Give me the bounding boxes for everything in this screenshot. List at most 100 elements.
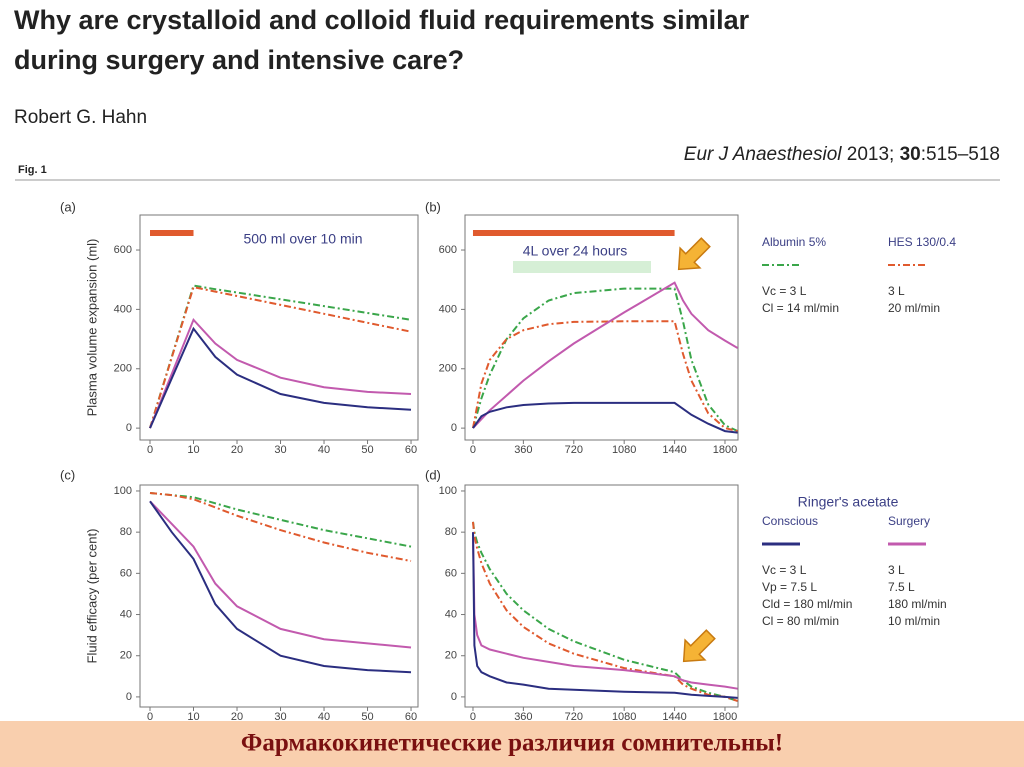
- legend-name: HES 130/0.4: [888, 235, 956, 249]
- legend: Albumin 5% Vc = 3 L Cl = 14 ml/min HES 130/…: [762, 235, 956, 628]
- y-tick-label: 60: [445, 567, 457, 579]
- legend-param: Vc = 3 L: [762, 284, 807, 298]
- x-tick-label: 60: [405, 711, 417, 723]
- footer-bar: [0, 721, 1024, 767]
- series-line: [472, 287, 738, 433]
- y-tick-label: 600: [439, 244, 457, 256]
- x-tick-label: 1080: [612, 444, 636, 456]
- x-tick-label: 30: [274, 444, 286, 456]
- year: 2013;: [847, 144, 895, 165]
- volume: 30: [900, 144, 921, 165]
- x-tick-label: 60: [405, 444, 417, 456]
- y-axis-label: Plasma volume expansion (ml): [84, 239, 99, 417]
- legend-param: 180 ml/min: [888, 597, 947, 611]
- x-tick-label: 360: [514, 444, 532, 456]
- y-tick-label: 200: [114, 363, 132, 375]
- x-tick-label: 720: [565, 444, 583, 456]
- x-tick-label: 0: [147, 444, 153, 456]
- panel-label: (b): [425, 199, 441, 214]
- y-tick-label: 80: [445, 526, 457, 538]
- panel-label: (c): [60, 467, 75, 482]
- x-tick-label: 40: [318, 711, 330, 723]
- x-tick-label: 50: [361, 444, 373, 456]
- x-tick-label: 20: [231, 444, 243, 456]
- series-line: [472, 532, 738, 690]
- legend-param: 7.5 L: [888, 580, 915, 594]
- y-tick-label: 80: [120, 526, 132, 538]
- y-tick-label: 200: [439, 363, 457, 375]
- x-tick-label: 360: [514, 711, 532, 723]
- x-tick-label: 1080: [612, 711, 636, 723]
- citation: Eur J Anaesthesiol 2013; 30:515–518: [684, 144, 1000, 165]
- y-tick-label: 400: [439, 303, 457, 315]
- plot-frame: [139, 214, 419, 441]
- series-line: [149, 317, 412, 429]
- x-tick-label: 30: [274, 711, 286, 723]
- pages: :515–518: [921, 144, 1000, 165]
- figure-label: Fig. 1: [18, 164, 47, 176]
- legend-param: 10 ml/min: [888, 614, 940, 628]
- arrow-icon: [677, 237, 711, 271]
- x-tick-label: 40: [318, 444, 330, 456]
- series-line: [149, 492, 412, 548]
- y-tick-label: 0: [451, 691, 457, 703]
- legend-param: Vc = 3 L: [762, 563, 807, 577]
- x-tick-label: 1440: [662, 444, 686, 456]
- y-tick-label: 40: [445, 608, 457, 620]
- y-axis-label: Fluid efficacy (per cent): [84, 529, 99, 664]
- series-line: [472, 320, 738, 433]
- footer-text: Фармакокинетические различия сомнительны…: [241, 730, 783, 757]
- series-line: [149, 285, 412, 429]
- series-line: [149, 492, 412, 562]
- y-tick-label: 40: [120, 608, 132, 620]
- y-tick-label: 20: [445, 650, 457, 662]
- series-line: [472, 401, 738, 434]
- legend-param: 3 L: [888, 284, 905, 298]
- series-line: [472, 521, 738, 702]
- series-line: [149, 284, 412, 429]
- y-tick-label: 0: [126, 691, 132, 703]
- x-tick-label: 50: [361, 711, 373, 723]
- legend-param: Cld = 180 ml/min: [762, 597, 852, 611]
- panel-label: (a): [60, 199, 76, 214]
- series-line: [149, 500, 412, 674]
- legend-name: Albumin 5%: [762, 235, 826, 249]
- series-line: [149, 500, 412, 649]
- x-tick-label: 720: [565, 711, 583, 723]
- annotation: 4L over 24 hours: [523, 243, 628, 259]
- y-tick-label: 20: [120, 650, 132, 662]
- panel-label: (d): [425, 467, 441, 482]
- legend-name: Surgery: [888, 514, 930, 528]
- x-tick-label: 10: [187, 444, 199, 456]
- journal: Eur J Anaesthesiol: [684, 144, 842, 165]
- legend-param: Cl = 14 ml/min: [762, 301, 839, 315]
- y-tick-label: 100: [114, 485, 132, 497]
- series-line: [472, 521, 738, 702]
- legend-param: 20 ml/min: [888, 301, 940, 315]
- x-tick-label: 0: [147, 711, 153, 723]
- x-tick-label: 1440: [662, 711, 686, 723]
- x-tick-label: 0: [470, 444, 476, 456]
- x-tick-label: 0: [470, 711, 476, 723]
- y-tick-label: 400: [114, 303, 132, 315]
- author: Robert G. Hahn: [14, 107, 147, 128]
- series-line: [149, 326, 412, 429]
- legend-title: Ringer's acetate: [798, 494, 899, 510]
- y-tick-label: 600: [114, 244, 132, 256]
- y-tick-label: 0: [451, 422, 457, 434]
- plot-frame: [139, 484, 419, 708]
- x-tick-label: 1800: [713, 711, 737, 723]
- annotation: 500 ml over 10 min: [243, 231, 362, 247]
- plot-frame: [464, 214, 739, 441]
- slide-title: during surgery and intensive care?: [14, 45, 464, 75]
- legend-param: Cl = 80 ml/min: [762, 614, 839, 628]
- x-tick-label: 1800: [713, 444, 737, 456]
- legend-param: Vp = 7.5 L: [762, 580, 817, 594]
- x-tick-label: 10: [187, 711, 199, 723]
- legend-param: 3 L: [888, 563, 905, 577]
- series-line: [472, 281, 738, 429]
- slide-title: Why are crystalloid and colloid fluid re…: [14, 5, 750, 35]
- series-line: [472, 532, 738, 699]
